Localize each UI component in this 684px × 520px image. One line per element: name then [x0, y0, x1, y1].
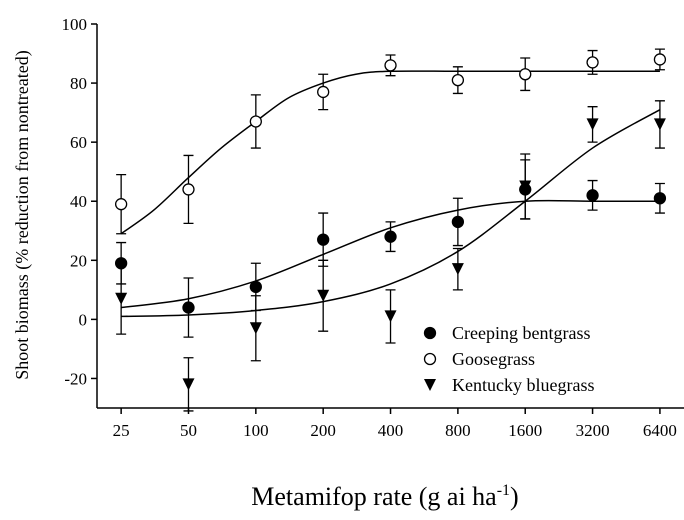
point — [182, 378, 195, 391]
x-tick-label: 400 — [378, 421, 404, 440]
point — [653, 53, 667, 66]
y-tick-label: 0 — [79, 310, 88, 329]
point — [451, 215, 465, 229]
y-tick-label: 40 — [70, 192, 87, 211]
point — [317, 233, 330, 246]
point — [519, 180, 532, 193]
x-axis-label-sup: -1 — [497, 482, 510, 499]
fit-curve — [121, 109, 661, 318]
legend-marker — [423, 352, 437, 366]
point — [384, 230, 397, 243]
point — [249, 322, 262, 335]
point — [317, 289, 330, 302]
point — [114, 198, 128, 211]
x-tick-label: 25 — [113, 421, 130, 440]
x-tick-label: 200 — [310, 421, 336, 440]
legend-marker — [424, 379, 436, 391]
x-axis-label: Metamifop rate (g ai ha-1) — [251, 482, 518, 511]
y-axis-label: Shoot biomass (% reduction from nontreat… — [12, 50, 33, 379]
point — [249, 280, 262, 294]
x-tick-label: 1600 — [508, 421, 542, 440]
point — [586, 189, 599, 202]
y-tick-label: -20 — [64, 369, 87, 388]
point — [249, 115, 262, 128]
point — [451, 73, 465, 87]
point — [384, 310, 397, 323]
point — [384, 59, 397, 72]
x-axis-label-main: Metamifop rate (g ai ha — [251, 482, 497, 511]
fit-curve — [120, 70, 660, 235]
legend-label: Kentucky bluegrass — [452, 375, 594, 395]
point — [519, 68, 532, 81]
x-tick-label: 800 — [445, 421, 471, 440]
point — [451, 263, 464, 276]
x-tick-label: 6400 — [643, 421, 677, 440]
point — [115, 292, 128, 305]
legend-marker — [423, 326, 437, 340]
point — [653, 118, 666, 131]
point — [182, 183, 195, 196]
legend-label: Creeping bentgrass — [452, 323, 590, 343]
x-tick-label: 3200 — [576, 421, 610, 440]
point — [317, 85, 330, 99]
point — [586, 118, 599, 131]
point — [182, 301, 195, 314]
y-tick-label: 80 — [70, 74, 87, 93]
x-tick-label: 50 — [180, 421, 197, 440]
legend-label: Goosegrass — [452, 349, 535, 369]
x-tick-label: 100 — [243, 421, 269, 440]
x-axis-label-end: ) — [510, 482, 519, 511]
point — [653, 192, 667, 205]
y-tick-label: 20 — [70, 251, 87, 270]
y-tick-label: 60 — [70, 133, 87, 152]
y-tick-label: 100 — [62, 15, 88, 34]
point — [586, 56, 599, 69]
